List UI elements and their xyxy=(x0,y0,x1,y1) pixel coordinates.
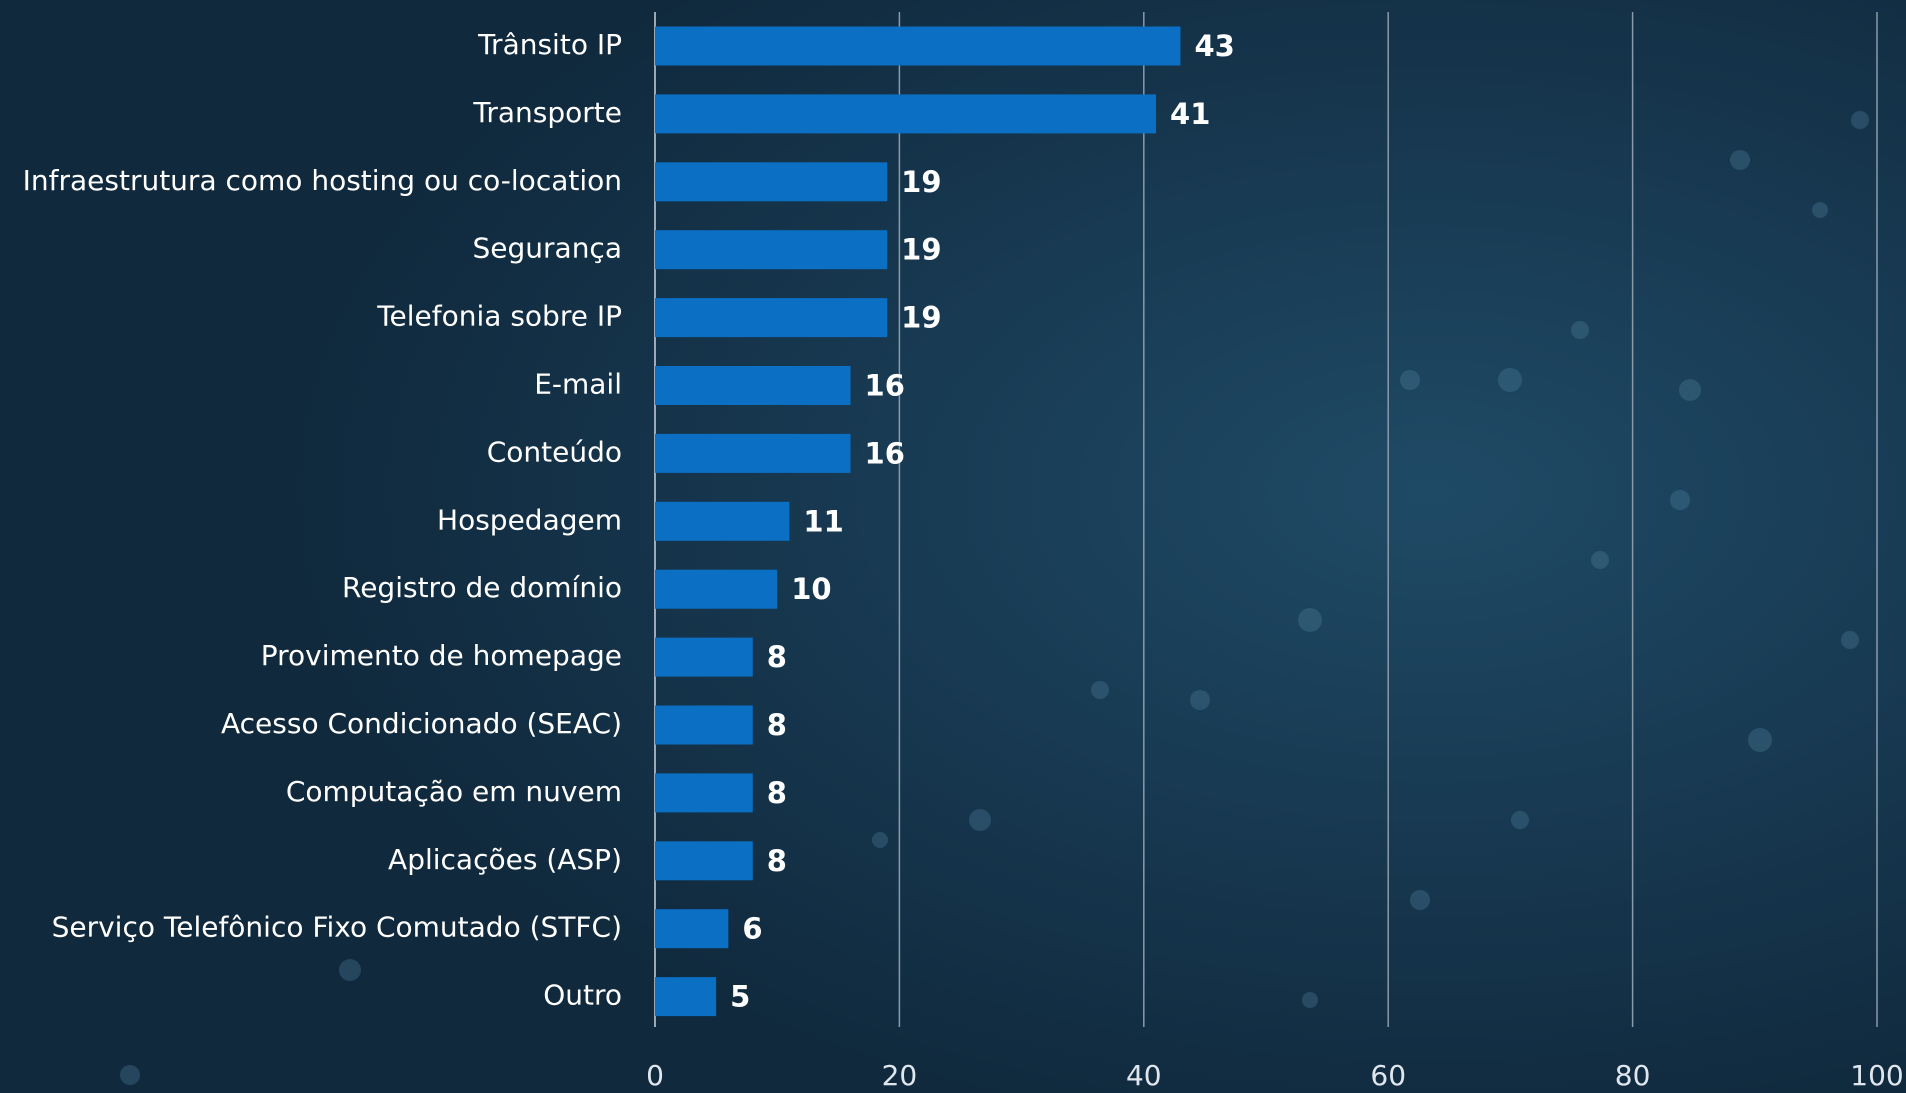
x-tick-label: 0 xyxy=(646,1059,664,1092)
data-label: 5 xyxy=(730,980,750,1014)
bar xyxy=(655,26,1181,66)
bar xyxy=(655,773,753,813)
bar xyxy=(655,977,717,1017)
data-label: 43 xyxy=(1194,29,1234,63)
bokeh xyxy=(120,111,1869,1085)
data-label: 8 xyxy=(767,640,787,674)
x-tick-label: 80 xyxy=(1615,1059,1651,1092)
bar xyxy=(655,909,729,949)
data-label: 11 xyxy=(803,504,843,538)
y-tick-label: Telefonia sobre IP xyxy=(376,300,622,333)
x-tick-label: 40 xyxy=(1126,1059,1162,1092)
y-tick-label: Hospedagem xyxy=(437,503,622,536)
y-tick-label: Serviço Telefônico Fixo Comutado (STFC) xyxy=(52,911,622,944)
y-tick-label: Aplicações (ASP) xyxy=(388,843,622,876)
data-label: 19 xyxy=(901,233,941,267)
bar xyxy=(655,230,888,270)
bar xyxy=(655,162,888,202)
bar xyxy=(655,298,888,338)
y-tick-label: Infraestrutura como hosting ou co-locati… xyxy=(23,164,622,197)
x-tick-label: 100 xyxy=(1850,1059,1903,1092)
data-label: 19 xyxy=(901,165,941,199)
bar xyxy=(655,637,753,677)
data-label: 8 xyxy=(767,776,787,810)
y-tick-label: Conteúdo xyxy=(487,435,622,468)
data-label: 10 xyxy=(791,572,831,606)
bar xyxy=(655,94,1157,134)
y-tick-label: Trânsito IP xyxy=(477,28,622,61)
y-tick-label: Registro de domínio xyxy=(342,571,622,604)
bar xyxy=(655,569,778,609)
x-tick-label: 20 xyxy=(882,1059,918,1092)
data-label: 8 xyxy=(767,844,787,878)
y-tick-label: Transporte xyxy=(472,96,622,129)
data-label: 6 xyxy=(742,912,762,946)
y-tick-label: Outro xyxy=(543,979,622,1012)
bar xyxy=(655,501,790,541)
y-tick-label: Acesso Condicionado (SEAC) xyxy=(221,707,622,740)
data-label: 16 xyxy=(865,436,905,470)
bar xyxy=(655,366,851,405)
x-tick-label: 60 xyxy=(1370,1059,1406,1092)
y-tick-label: Segurança xyxy=(473,232,623,265)
bar xyxy=(655,841,753,881)
bar xyxy=(655,705,753,745)
data-label: 19 xyxy=(901,301,941,335)
data-label: 16 xyxy=(865,369,905,403)
data-label: 41 xyxy=(1170,97,1210,131)
y-tick-label: Computação em nuvem xyxy=(286,775,622,808)
y-tick-label: Provimento de homepage xyxy=(261,639,622,672)
data-label: 8 xyxy=(767,708,787,742)
y-tick-label: E-mail xyxy=(534,368,622,401)
bar xyxy=(655,433,851,473)
